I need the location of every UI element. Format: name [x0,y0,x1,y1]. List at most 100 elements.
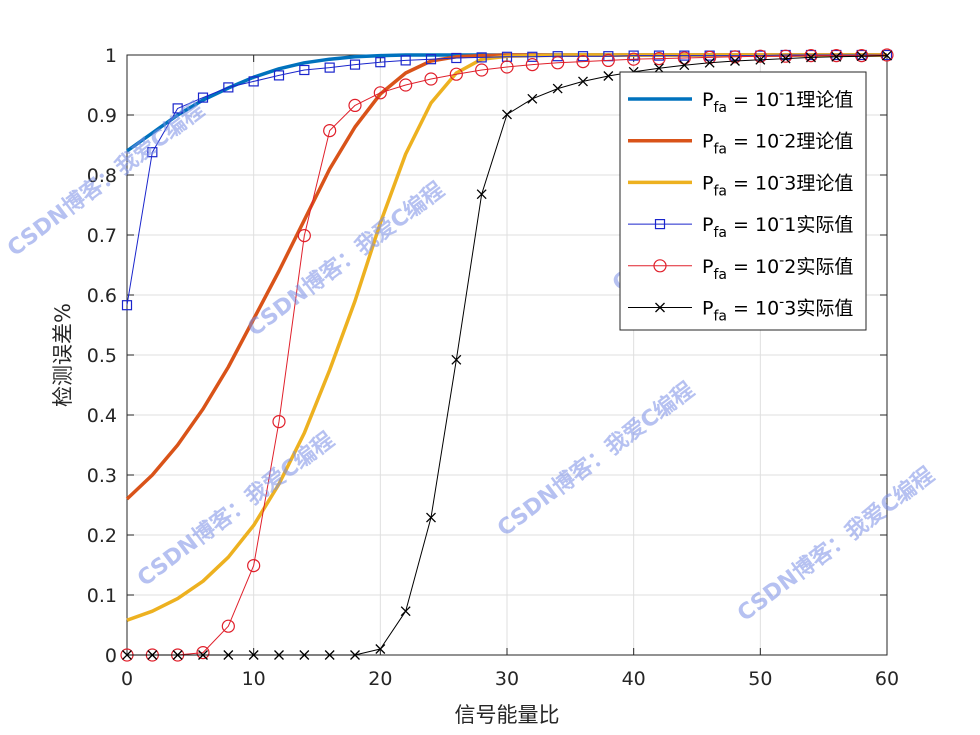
data-point [348,98,362,113]
data-point [299,64,310,76]
legend-label: Pfa = 10-3理论值 [702,169,853,199]
data-point [552,51,563,62]
y-tick-label: 0.8 [87,165,117,187]
legend-label: Pfa = 10-2理论值 [702,128,853,158]
data-point [424,72,438,86]
data-point [805,49,817,61]
data-point [426,512,436,523]
data-point [247,558,261,573]
data-point [197,92,209,103]
legend-label: Pfa = 10-1实际值 [702,211,853,241]
x-tick-label: 30 [495,668,519,690]
data-point [880,48,894,62]
y-tick-label: 1 [105,45,117,67]
data-point [679,50,690,61]
data-point [578,76,588,87]
data-point [804,48,818,63]
data-point [576,54,590,69]
legend-marker [654,219,666,230]
data-point [299,650,310,660]
data-point [728,50,742,64]
data-point [829,48,843,63]
data-point [223,650,234,660]
data-point [147,650,158,660]
legend-label: Pfa = 10-1理论值 [702,86,853,116]
data-point [400,55,411,66]
series-3 [126,53,887,622]
data-point [679,60,690,71]
x-tick-label: 0 [121,668,133,690]
data-point [806,52,816,63]
series-line [127,54,888,656]
data-point [324,650,335,660]
legend-entry: Pfa = 10-2实际值 [628,253,853,283]
data-point [577,51,589,62]
data-point [677,51,691,65]
data-point [221,619,235,633]
data-point [324,62,335,73]
axis-ticks: 0 10 20 30 40 50 60 0 0.1 0.2 0.3 0.4 0.5 0.6 0.7 0.8 0.… [87,45,899,690]
legend-label: Pfa = 10-2实际值 [702,253,853,283]
data-point [451,354,462,365]
legend-entry: Pfa = 10-3实际值 [628,295,853,325]
x-axis-label: 信号能量比 [455,703,560,727]
data-point [652,51,666,66]
series-line [126,54,887,306]
data-point [502,109,512,120]
data-point [527,93,538,104]
data-point [856,51,867,62]
data-point [653,50,665,61]
data-point [272,415,286,429]
data-point [399,78,413,92]
data-point [601,53,615,68]
data-point [196,645,210,660]
data-point [172,650,183,660]
data-point [375,644,386,654]
series-6 [122,50,892,660]
data-point [476,189,487,200]
data-point [753,49,767,63]
x-tick-label: 50 [748,668,772,690]
legend: Pfa = 10-1理论值 Pfa = 10-2理论值 Pfa = 10-3理论值 P… [619,71,867,331]
y-tick-label: 0.2 [87,525,117,547]
data-point [349,59,361,70]
x-tick-label: 60 [875,668,899,690]
data-point [273,70,285,81]
x-tick-label: 10 [242,668,266,690]
data-point [297,229,311,243]
y-tick-label: 0.1 [87,585,117,607]
legend-box [619,71,867,331]
data-point [121,300,133,311]
data-point [551,56,565,70]
data-point [831,51,842,62]
data-point [654,63,664,74]
data-point [882,50,892,61]
x-tick-label: 20 [368,668,392,690]
data-point [323,124,337,138]
data-point [122,650,132,660]
data-point [779,49,793,63]
series-line [126,53,887,622]
data-point [730,56,740,66]
y-tick-label: 0 [105,645,117,667]
legend-marker [653,259,667,273]
legend-label: Pfa = 10-3实际值 [702,295,853,325]
data-point [248,76,259,87]
data-point [400,606,411,617]
y-tick-label: 0.7 [87,225,117,247]
data-point [248,650,259,660]
series-layer [120,48,894,662]
y-tick-label: 0.5 [87,345,117,367]
data-point [627,52,641,66]
y-axis-label: 检测误差% [51,303,75,407]
data-point [425,54,437,65]
data-point [373,86,387,100]
data-point [500,60,514,74]
data-point [198,650,208,660]
legend-marker [655,302,665,313]
data-point [525,57,539,72]
data-point [147,147,158,158]
y-tick-label: 0.6 [87,285,117,307]
data-point [449,67,463,81]
